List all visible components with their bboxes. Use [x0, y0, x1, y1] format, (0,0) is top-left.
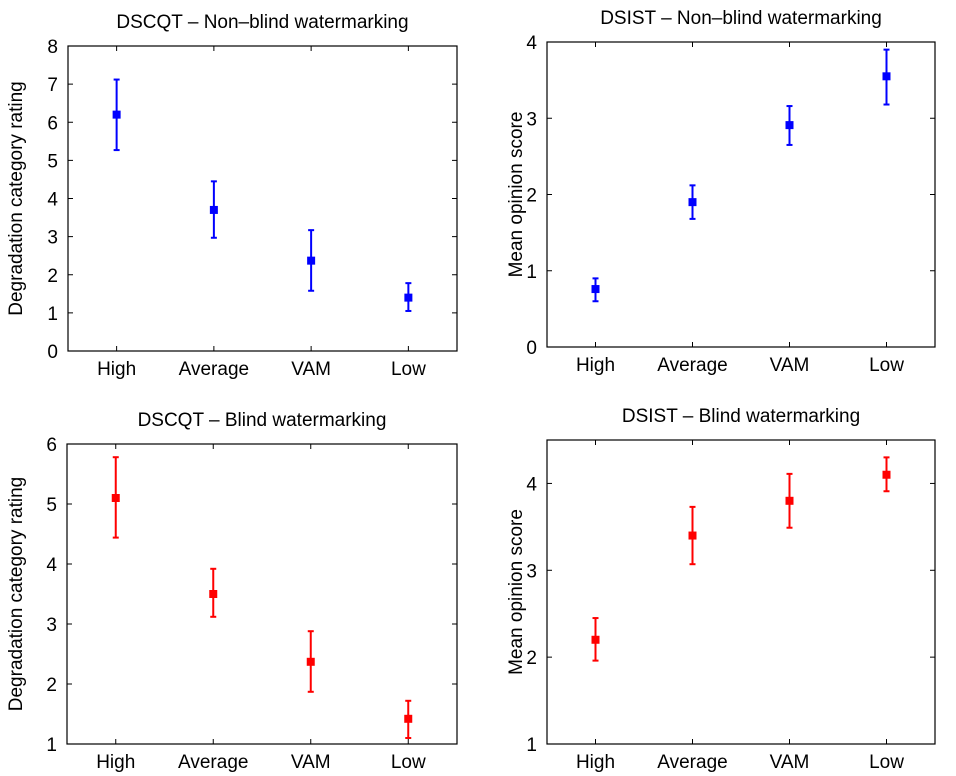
y-tick-label: 3 [526, 561, 537, 582]
x-tick-label: Average [179, 359, 249, 380]
y-tick-label: 3 [526, 109, 537, 130]
plot-frame [546, 439, 936, 745]
data-point [688, 531, 697, 540]
y-tick-label: 0 [47, 342, 58, 363]
x-tick-label: High [96, 752, 135, 773]
y-tick-label: 1 [46, 735, 57, 756]
x-tick-label: Average [657, 752, 727, 773]
y-tick-label: 1 [526, 735, 537, 756]
y-tick-label: 4 [526, 474, 537, 495]
data-point [307, 256, 316, 265]
x-tick-label: Low [869, 752, 904, 773]
chart-svg: DSIST – Non–blind watermarking Mean opini… [506, 8, 936, 376]
y-tick-label: 2 [47, 266, 58, 287]
y-axis-label: Mean opinion score [506, 509, 527, 675]
chart-svg: DSIST – Blind watermarking Mean opinion s… [506, 406, 936, 773]
x-tick-label: Low [391, 752, 426, 773]
x-tick-label: Average [178, 752, 248, 773]
chart-svg: DSCQT – Non–blind watermarking Degradatio… [6, 12, 458, 380]
chart-title: DSCQT – Non–blind watermarking [116, 12, 408, 33]
data-point [785, 121, 794, 130]
y-tick-label: 5 [46, 495, 57, 516]
data-point [882, 470, 891, 479]
data-point [404, 714, 413, 723]
data-point [209, 205, 218, 214]
y-tick-label: 2 [46, 675, 57, 696]
y-tick-label: 6 [46, 435, 57, 456]
chart-panel-dscqt-nonblind: DSCQT – Non–blind watermarking Degradatio… [0, 0, 478, 388]
x-tick-label: VAM [291, 359, 331, 380]
y-tick-label: 7 [47, 75, 58, 96]
chart-title: DSIST – Blind watermarking [622, 406, 860, 427]
x-tick-label: High [576, 355, 615, 376]
data-point [209, 590, 218, 598]
data-point [111, 494, 120, 502]
x-tick-label: Low [391, 359, 426, 380]
y-tick-label: 8 [47, 37, 58, 58]
data-point [112, 110, 121, 119]
chart-title: DSIST – Non–blind watermarking [600, 8, 882, 29]
y-tick-label: 4 [526, 33, 537, 54]
chart-panel-dsist-blind: DSIST – Blind watermarking Mean opinion s… [478, 388, 956, 776]
x-tick-label: High [97, 359, 136, 380]
data-point [785, 496, 794, 505]
chart-panel-dsist-nonblind: DSIST – Non–blind watermarking Mean opini… [478, 0, 956, 388]
x-tick-label: VAM [770, 355, 810, 376]
y-tick-label: 6 [47, 113, 58, 134]
x-tick-label: Average [657, 355, 727, 376]
y-tick-label: 4 [47, 190, 58, 211]
data-point [306, 657, 315, 666]
chart-panel-dscqt-blind: DSCQT – Blind watermarking Degradation ca… [0, 388, 478, 776]
y-axis-label: Degradation category rating [6, 477, 27, 711]
x-tick-label: VAM [291, 752, 331, 773]
y-tick-label: 2 [526, 186, 537, 207]
plot-frame [67, 45, 458, 352]
y-tick-label: 1 [526, 262, 537, 283]
data-point [882, 72, 891, 81]
chart-title: DSCQT – Blind watermarking [138, 410, 387, 431]
data-point [591, 285, 600, 294]
y-tick-label: 5 [47, 151, 58, 172]
x-tick-label: High [576, 752, 615, 773]
y-axis-label: Degradation category rating [6, 81, 27, 315]
y-tick-label: 3 [47, 228, 58, 249]
plot-frame [66, 443, 458, 745]
data-point [591, 635, 600, 644]
data-point [404, 293, 413, 302]
y-axis-label: Mean opinion score [506, 112, 527, 278]
chart-svg: DSCQT – Blind watermarking Degradation ca… [6, 410, 458, 773]
y-tick-label: 0 [526, 338, 537, 359]
y-tick-label: 4 [46, 555, 57, 576]
y-tick-label: 1 [47, 304, 58, 325]
y-tick-label: 3 [46, 615, 57, 636]
y-tick-label: 2 [526, 648, 537, 669]
plot-frame [546, 41, 936, 348]
x-tick-label: Low [869, 355, 904, 376]
data-point [688, 198, 697, 207]
x-tick-label: VAM [770, 752, 810, 773]
